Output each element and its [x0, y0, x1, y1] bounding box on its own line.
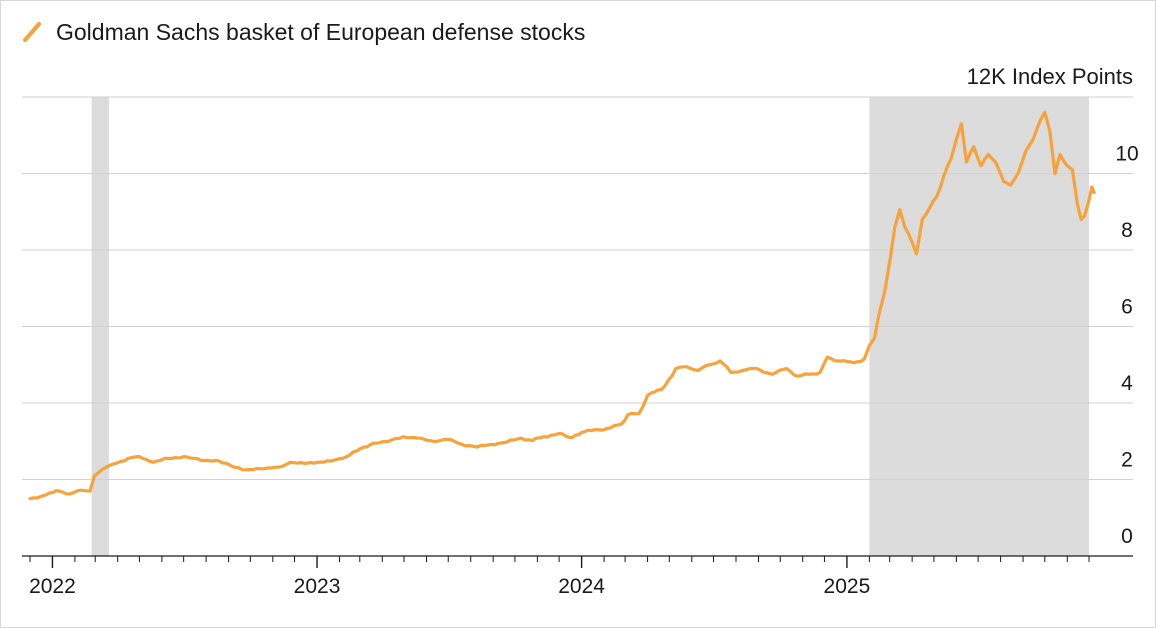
y-tick-label-10: 10	[1115, 143, 1138, 166]
x-tick-label-2023: 2023	[294, 575, 341, 598]
x-tick-label-2025: 2025	[824, 575, 871, 598]
gridlines	[22, 96, 1133, 480]
y-tick-label-2: 2	[1121, 449, 1133, 472]
legend-label: Goldman Sachs basket of European defense…	[56, 18, 586, 45]
y-tick-label-8: 8	[1121, 219, 1133, 242]
y-axis-labels: 0 2 4 6 8 10	[1115, 143, 1138, 549]
y-unit-label: 12K Index Points	[967, 64, 1133, 89]
x-axis: 2022 2023 2024 2025	[22, 555, 1133, 598]
y-tick-label-0: 0	[1121, 525, 1133, 548]
y-tick-label-6: 6	[1121, 296, 1133, 319]
series-line-1	[28, 110, 1096, 501]
legend-swatch	[23, 22, 41, 42]
series	[28, 110, 1096, 501]
legend: Goldman Sachs basket of European defense…	[22, 17, 585, 47]
x-tick-label-2022: 2022	[29, 575, 76, 598]
x-tick-label-2024: 2024	[558, 575, 605, 598]
y-tick-label-4: 4	[1121, 372, 1133, 395]
